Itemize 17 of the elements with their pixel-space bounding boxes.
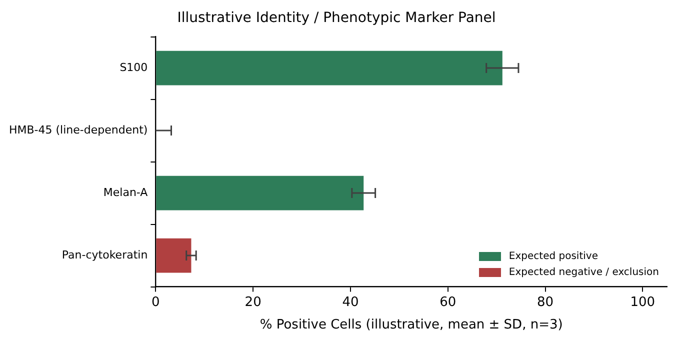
x-tick-label: 0: [152, 294, 160, 310]
y-tick-label: S100: [120, 60, 148, 74]
bar: [156, 238, 192, 273]
x-tick-label: 100: [630, 294, 656, 310]
x-tick-label: 40: [342, 294, 359, 310]
chart-title: Illustrative Identity / Phenotypic Marker Panel: [177, 10, 496, 26]
x-tick-label: 20: [244, 294, 262, 310]
bar: [156, 50, 502, 86]
x-tick-label: 60: [440, 294, 456, 310]
x-tick-label: 80: [536, 294, 554, 310]
x-axis-title: % Positive Cells (illustrative, mean ± SD, n=3): [260, 318, 563, 333]
legend-label: Expected positive: [508, 250, 598, 264]
legend-label: Expected negative / exclusion: [508, 266, 659, 280]
y-tick-label: HMB-45 (line-dependent): [8, 123, 148, 136]
y-tick-label: Melan-A: [103, 186, 148, 199]
bar: [156, 176, 364, 210]
y-tick-label: Pan-cytokeratin: [62, 248, 148, 262]
